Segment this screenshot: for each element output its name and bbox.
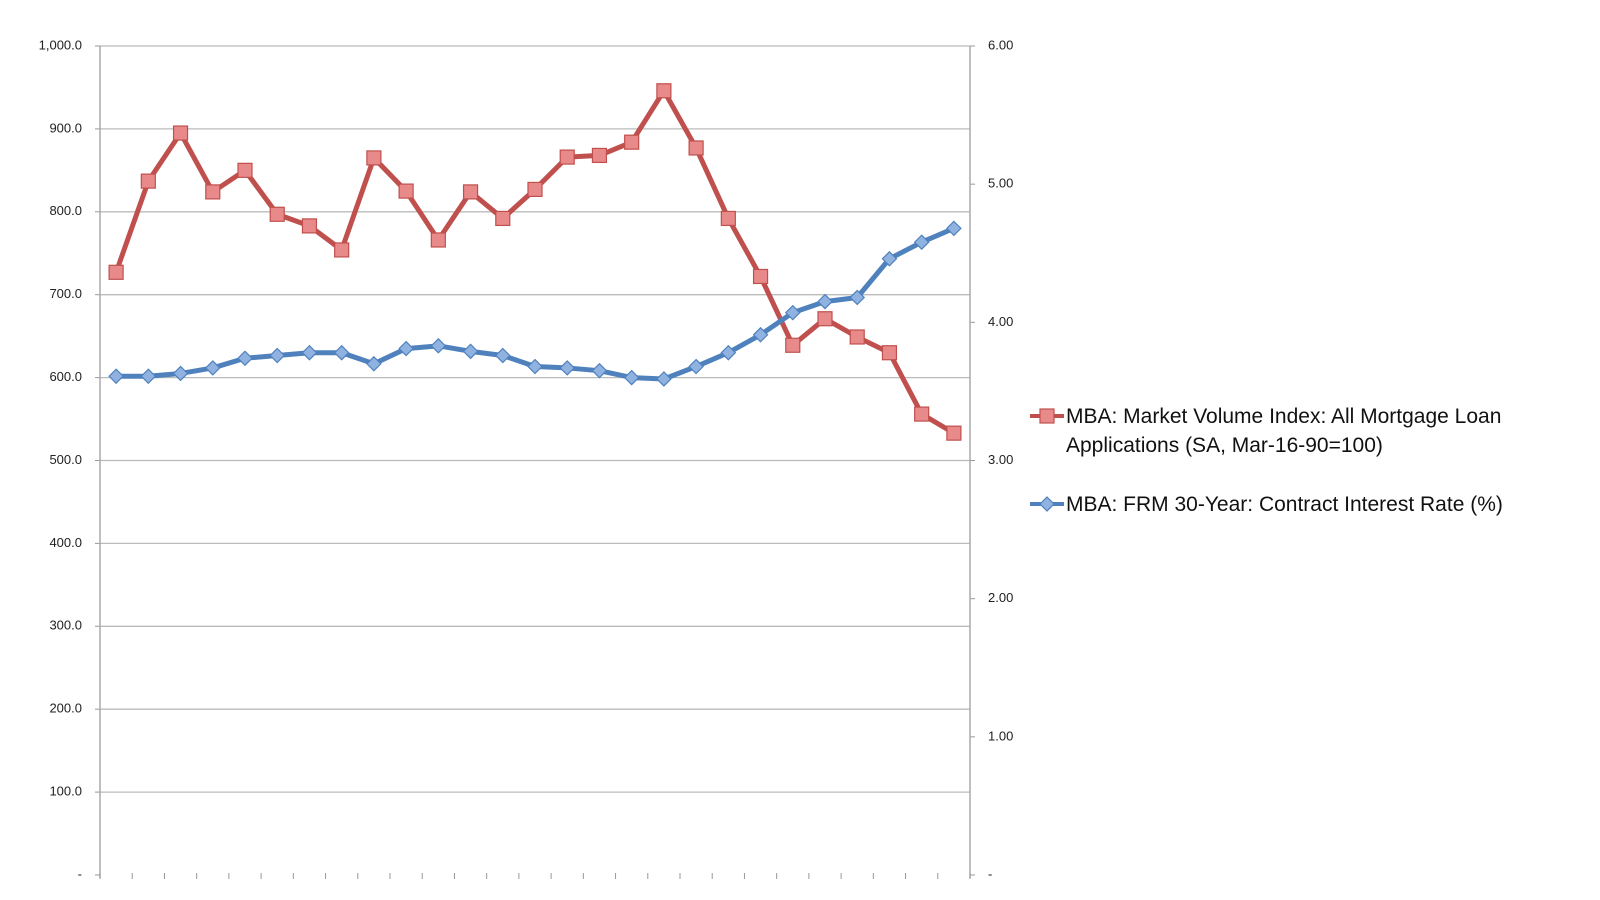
marker — [172, 125, 189, 141]
marker — [559, 149, 575, 165]
legend-label: MBA: Market Volume Index: All Mortgage L… — [1066, 405, 1502, 457]
marker — [656, 83, 672, 99]
marker — [237, 162, 253, 178]
marker — [914, 406, 930, 422]
marker — [494, 347, 511, 364]
marker — [398, 183, 414, 199]
marker — [946, 425, 962, 441]
y-tick-label: 700.0 — [49, 286, 82, 301]
marker — [817, 311, 833, 327]
marker — [398, 340, 414, 357]
marker — [817, 293, 833, 310]
y2-tick-label: - — [988, 866, 992, 881]
marker — [140, 173, 156, 189]
marker — [785, 337, 801, 353]
marker — [430, 232, 446, 248]
marker — [269, 206, 285, 222]
marker — [1039, 496, 1055, 512]
y-tick-label: 200.0 — [49, 701, 82, 716]
marker — [946, 220, 962, 237]
marker — [559, 360, 576, 376]
marker — [656, 371, 672, 387]
y-tick-label: 500.0 — [49, 452, 82, 467]
y2-tick-label: 4.00 — [988, 314, 1013, 329]
y-tick-label: 800.0 — [49, 203, 82, 218]
marker — [301, 344, 318, 361]
marker — [784, 304, 801, 321]
marker — [334, 242, 350, 258]
marker — [591, 362, 608, 379]
y-tick-label: 300.0 — [49, 618, 82, 633]
marker — [205, 184, 221, 200]
marker — [623, 369, 640, 386]
marker — [140, 368, 157, 385]
y-tick-label: 600.0 — [49, 369, 82, 384]
marker — [527, 181, 543, 198]
marker — [913, 234, 930, 251]
marker — [495, 210, 511, 227]
marker — [172, 365, 189, 382]
marker — [881, 250, 898, 267]
marker — [688, 140, 704, 156]
marker — [752, 326, 769, 343]
marker — [849, 329, 865, 345]
marker — [462, 184, 479, 200]
marker — [527, 358, 543, 375]
y2-tick-label: 1.00 — [988, 728, 1013, 743]
legend-label: MBA: FRM 30-Year: Contract Interest Rate… — [1066, 493, 1503, 516]
marker — [1039, 408, 1055, 424]
y-tick-label: 100.0 — [49, 784, 82, 799]
marker — [591, 147, 608, 164]
chart: - 100.0 200.0 300.0 400.0 500.0 600.0 700.0 800.… — [39, 37, 1014, 881]
marker — [301, 218, 318, 234]
marker — [333, 344, 350, 361]
legend-item: MBA: Market Volume Index: All Mortgage L… — [1030, 402, 1570, 460]
marker — [462, 343, 479, 360]
marker — [108, 368, 124, 385]
marker — [366, 150, 382, 166]
marker — [269, 347, 286, 364]
y-tick-label: 1,000.0 — [39, 37, 82, 52]
y2-tick-label: 2.00 — [988, 590, 1013, 605]
marker — [430, 337, 447, 354]
marker — [204, 360, 221, 376]
marker — [849, 289, 866, 306]
series-line — [113, 88, 956, 436]
y-tick-label: 400.0 — [49, 535, 82, 550]
marker — [624, 134, 640, 150]
marker — [881, 345, 898, 361]
y2-tick-label: 6.00 — [988, 37, 1013, 52]
y-tick-label: - — [78, 866, 82, 881]
marker — [108, 264, 124, 280]
y2-tick-label: 5.00 — [988, 176, 1013, 191]
marker — [752, 268, 769, 285]
legend-item: MBA: FRM 30-Year: Contract Interest Rate… — [1030, 490, 1570, 519]
y2-tick-label: 3.00 — [988, 452, 1013, 467]
marker — [366, 355, 382, 372]
legend: MBA: Market Volume Index: All Mortgage L… — [1030, 402, 1570, 549]
legend-symbol — [1030, 496, 1064, 512]
legend-symbol — [1030, 408, 1064, 424]
marker — [688, 358, 704, 375]
marker — [237, 350, 253, 367]
y-tick-label: 900.0 — [49, 120, 82, 135]
marker — [720, 210, 736, 227]
marker — [720, 344, 737, 361]
